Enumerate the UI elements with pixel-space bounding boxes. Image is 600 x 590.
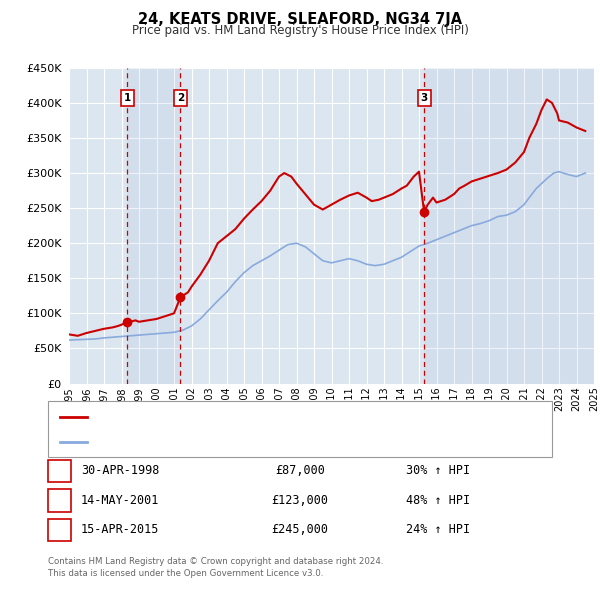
Text: 3: 3 xyxy=(421,93,428,103)
Text: £123,000: £123,000 xyxy=(271,494,329,507)
Text: 30% ↑ HPI: 30% ↑ HPI xyxy=(406,464,470,477)
Text: HPI: Average price, detached house, North Kesteven: HPI: Average price, detached house, Nort… xyxy=(93,437,380,447)
Bar xyxy=(424,68,594,384)
Text: £245,000: £245,000 xyxy=(271,523,329,536)
Text: 30-APR-1998: 30-APR-1998 xyxy=(81,464,159,477)
Text: 1: 1 xyxy=(124,93,131,103)
Text: £87,000: £87,000 xyxy=(275,464,325,477)
Text: Contains HM Land Registry data © Crown copyright and database right 2024.: Contains HM Land Registry data © Crown c… xyxy=(48,558,383,566)
Text: 3: 3 xyxy=(55,523,64,536)
Text: 24, KEATS DRIVE, SLEAFORD, NG34 7JA (detached house): 24, KEATS DRIVE, SLEAFORD, NG34 7JA (det… xyxy=(93,412,408,422)
Text: 1: 1 xyxy=(55,464,64,477)
Text: 24% ↑ HPI: 24% ↑ HPI xyxy=(406,523,470,536)
Text: 14-MAY-2001: 14-MAY-2001 xyxy=(81,494,159,507)
Text: 2: 2 xyxy=(177,93,184,103)
Text: 24, KEATS DRIVE, SLEAFORD, NG34 7JA: 24, KEATS DRIVE, SLEAFORD, NG34 7JA xyxy=(138,12,462,27)
Bar xyxy=(127,68,181,384)
Text: 15-APR-2015: 15-APR-2015 xyxy=(81,523,159,536)
Text: This data is licensed under the Open Government Licence v3.0.: This data is licensed under the Open Gov… xyxy=(48,569,323,578)
Text: 2: 2 xyxy=(55,494,64,507)
Text: Price paid vs. HM Land Registry's House Price Index (HPI): Price paid vs. HM Land Registry's House … xyxy=(131,24,469,37)
Text: 48% ↑ HPI: 48% ↑ HPI xyxy=(406,494,470,507)
